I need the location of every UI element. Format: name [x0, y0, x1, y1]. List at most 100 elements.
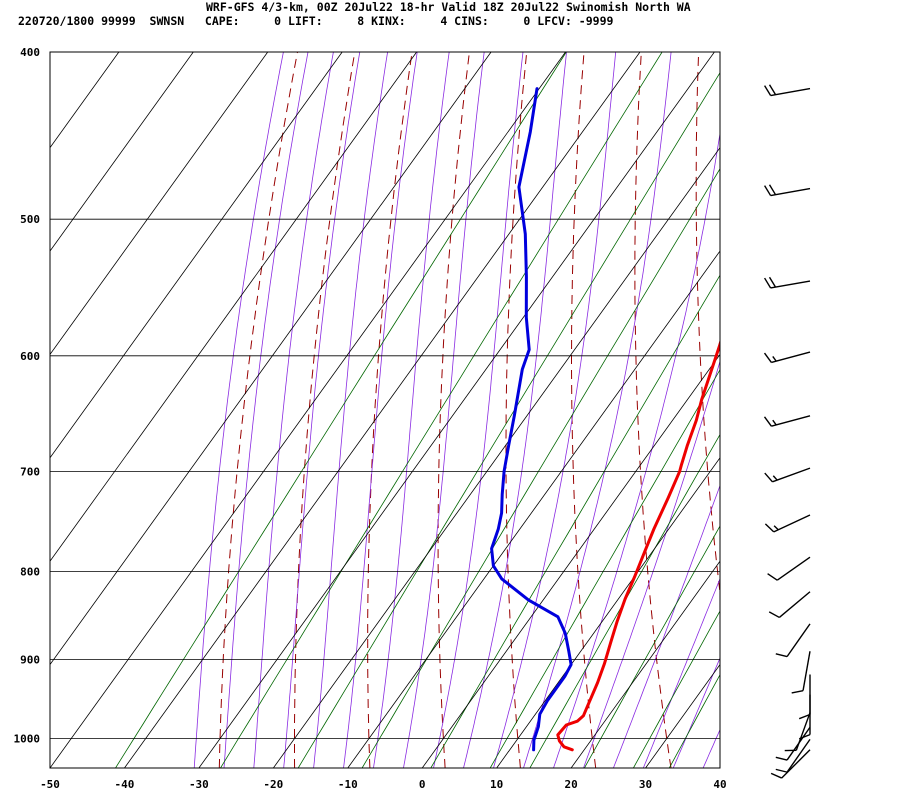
- moist-adiabat-line: [642, 577, 720, 768]
- moist-adiabat-line: [612, 484, 720, 768]
- x-tick-label: 20: [564, 778, 577, 791]
- wind-barb-feather: [767, 573, 778, 581]
- wind-barb-feather: [768, 276, 777, 288]
- dry-adiabat-line: [634, 52, 672, 768]
- x-tick-label: -40: [115, 778, 135, 791]
- chart-subtitle: 220720/1800 99999 SWNSN CAPE: 0 LIFT: 8 …: [18, 14, 614, 28]
- wind-barb-staff: [786, 623, 811, 658]
- wind-barb-feather: [775, 653, 788, 658]
- wind-barb-staff: [786, 726, 811, 761]
- dry-adiabat-line: [437, 52, 470, 768]
- moist-adiabat-line: [403, 52, 485, 768]
- mixing-ratio-line: [115, 52, 567, 768]
- isotherm-line: [50, 52, 343, 459]
- isotherm-line: [50, 52, 566, 768]
- wind-barb: [770, 749, 811, 779]
- moist-adiabat-line: [493, 52, 617, 768]
- isotherm-line: [50, 52, 269, 356]
- wind-barb-feather: [772, 475, 778, 481]
- wind-barb-staff: [802, 651, 811, 691]
- dry-adiabat-line: [756, 52, 822, 768]
- isotherm-line: [421, 353, 720, 768]
- moist-adiabat-line: [313, 52, 389, 768]
- dry-adiabat-line: [218, 52, 298, 768]
- isotherm-line: [645, 663, 720, 768]
- y-tick-label: 900: [20, 654, 40, 667]
- wind-barb-staff: [781, 749, 811, 779]
- wind-barb-feather: [773, 525, 779, 531]
- dry-adiabat-line: [505, 52, 528, 768]
- wind-barb-feather: [763, 416, 772, 427]
- moist-adiabat-line: [433, 52, 524, 768]
- plot-frame: [49, 51, 721, 769]
- dry-adiabat-line: [571, 52, 597, 768]
- wind-barb-staff: [776, 556, 811, 581]
- isotherm-line: [347, 250, 720, 768]
- grid-lines: [50, 52, 720, 768]
- isotherm-line: [570, 560, 720, 768]
- x-axis-ticks: -50 -40 -30 -20 -10 0 10 20 30 40: [40, 778, 727, 791]
- moist-adiabat-line: [253, 52, 334, 768]
- wind-barb: [763, 184, 811, 197]
- isotherm-line: [719, 767, 720, 768]
- mixing-ratio-line: [297, 71, 720, 768]
- wind-barb-staff: [778, 591, 811, 618]
- isotherm-line: [198, 52, 715, 768]
- dry-adiabat-line: [695, 52, 720, 597]
- wind-barb: [763, 84, 811, 97]
- y-tick-label: 800: [20, 565, 40, 578]
- moist-adiabat-line: [283, 52, 361, 768]
- isotherm-line: [50, 52, 417, 562]
- chart-title: WRF-GFS 4/3-km, 00Z 20Jul22 18-hr Valid …: [206, 0, 691, 14]
- wind-barb-feather: [791, 689, 804, 694]
- wind-barb: [764, 467, 811, 483]
- isotherm-line: [273, 146, 720, 768]
- x-tick-label: -20: [263, 778, 283, 791]
- x-tick-label: -30: [189, 778, 209, 791]
- wind-barb: [763, 351, 811, 364]
- x-tick-label: 30: [639, 778, 652, 791]
- wind-barb: [763, 415, 811, 427]
- wind-barb-feather: [772, 419, 777, 426]
- wind-barb: [775, 623, 811, 658]
- x-tick-label: 40: [713, 778, 726, 791]
- y-axis-ticks: 400 500 600 700 800 900 1000: [14, 46, 41, 746]
- moist-adiabat-line: [463, 52, 567, 768]
- wind-barb-feather: [763, 85, 772, 96]
- moist-adiabat-line: [193, 52, 284, 768]
- wind-barbs: [763, 84, 811, 779]
- wind-barb: [764, 514, 811, 533]
- moist-adiabat-line: [672, 657, 720, 768]
- wind-barb-feather: [764, 523, 775, 533]
- x-tick-label: 0: [419, 778, 426, 791]
- dry-adiabat-line: [294, 52, 356, 768]
- moist-adiabat-line: [553, 131, 720, 768]
- wind-barb-feather: [775, 768, 788, 773]
- wind-barb-feather: [768, 611, 780, 619]
- wind-barb-feather: [798, 713, 811, 720]
- wind-barb-feather: [763, 185, 772, 196]
- wind-barb-staff: [771, 351, 811, 364]
- wind-barb: [791, 651, 811, 694]
- wind-barb: [775, 738, 811, 773]
- wind-barb-staff: [773, 514, 811, 533]
- wind-barb-staff: [770, 280, 811, 289]
- wind-barb-feather: [764, 472, 773, 483]
- dry-adiabat-line: [871, 52, 900, 768]
- x-tick-label: 10: [490, 778, 503, 791]
- wind-barb-staff: [770, 187, 811, 197]
- wind-barb-feather: [763, 277, 772, 289]
- wind-barb-staff: [786, 738, 811, 773]
- moist-adiabat-line: [702, 728, 720, 768]
- y-tick-label: 500: [20, 213, 40, 226]
- isotherm-line: [50, 52, 120, 149]
- isotherm-line: [496, 457, 720, 768]
- dry-adiabat-line: [367, 52, 413, 768]
- mixing-ratio-line: [668, 673, 720, 768]
- y-tick-label: 1000: [14, 733, 41, 746]
- dry-adiabat-line: [813, 52, 897, 768]
- wind-barb: [767, 556, 811, 581]
- moist-adiabat-line: [523, 52, 672, 768]
- wind-barb-feather: [768, 184, 777, 196]
